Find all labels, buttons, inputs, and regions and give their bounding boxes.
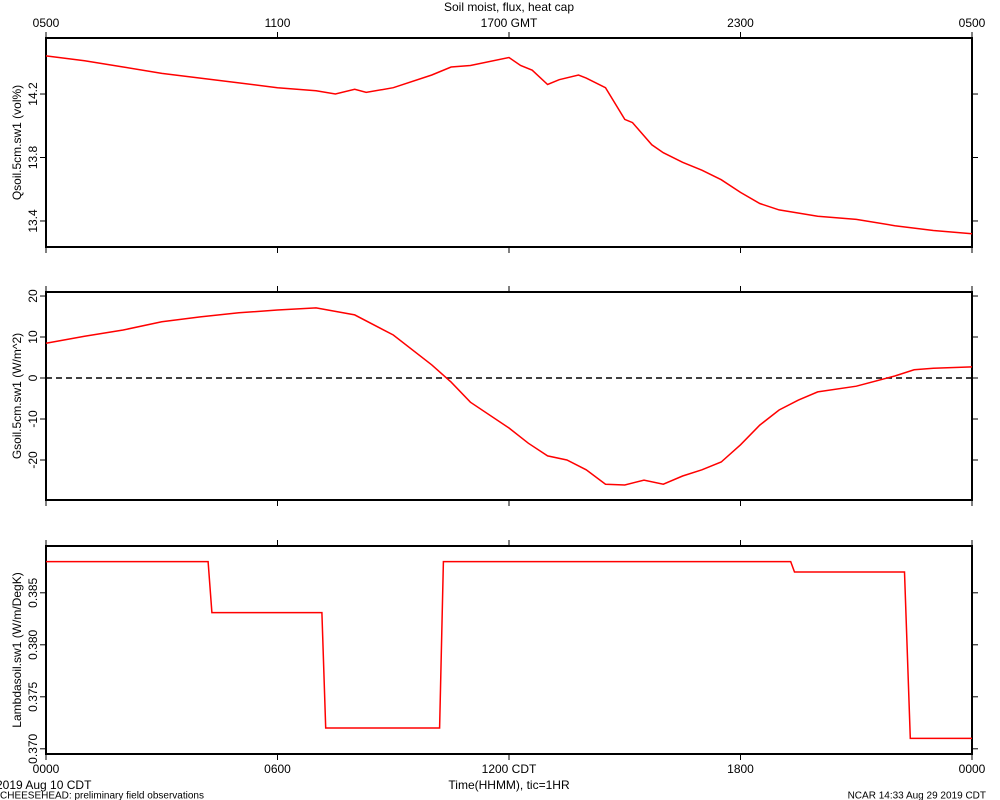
y-tick-label: 0.370 bbox=[26, 733, 40, 763]
y-tick-label: 10 bbox=[26, 330, 40, 344]
x2-tick-label: 1100 bbox=[265, 16, 291, 30]
y-axis-label: Gsoil.5cm.sw1 (W/m^2) bbox=[10, 333, 24, 459]
x-tick-label: 0000 bbox=[959, 762, 986, 776]
x-tick-label: 1800 bbox=[727, 762, 754, 776]
x2-tick-label: 0500 bbox=[959, 16, 986, 30]
data-line bbox=[45, 55, 973, 235]
y-tick-label: 0.385 bbox=[26, 577, 40, 607]
x-tick-label: 1200 CDT bbox=[482, 762, 537, 776]
x2-tick-label: 1700 GMT bbox=[481, 16, 538, 30]
x2-tick-label: 2300 bbox=[727, 16, 754, 30]
y-tick-label: 20 bbox=[26, 289, 40, 303]
data-line bbox=[46, 560, 972, 740]
y-tick-label: 13.4 bbox=[26, 209, 40, 233]
x-tick-label: 0600 bbox=[264, 762, 291, 776]
date-label: 2019 Aug 10 CDT bbox=[0, 778, 92, 792]
x-tick-label: 0000 bbox=[33, 762, 60, 776]
footer-right: NCAR 14:33 Aug 29 2019 CDT bbox=[848, 791, 986, 800]
y-tick-label: 0.380 bbox=[26, 629, 40, 659]
y-tick-label: 0.375 bbox=[26, 681, 40, 711]
chart-title: Soil moist, flux, heat cap bbox=[444, 0, 574, 14]
footer-left: CHEESEHEAD: preliminary field observatio… bbox=[0, 791, 204, 800]
y-tick-label: -10 bbox=[26, 410, 40, 428]
y-axis-label: Qsoil.5cm.sw1 (vol%) bbox=[10, 85, 24, 200]
y-tick-label: 14.2 bbox=[26, 82, 40, 106]
y-axis-label: Lambdasoil.sw1 (W/m/DegK) bbox=[10, 572, 24, 727]
x2-tick-label: 0500 bbox=[33, 16, 60, 30]
data-line bbox=[45, 307, 973, 486]
plot-frame bbox=[45, 291, 973, 501]
plot-frame bbox=[45, 37, 973, 248]
plot-frame bbox=[45, 545, 973, 755]
x-axis-label: Time(HHMM), tic=1HR bbox=[448, 778, 570, 792]
y-tick-label: 13.8 bbox=[26, 145, 40, 169]
y-tick-label: 0 bbox=[26, 374, 40, 381]
y-tick-label: -20 bbox=[26, 451, 40, 469]
